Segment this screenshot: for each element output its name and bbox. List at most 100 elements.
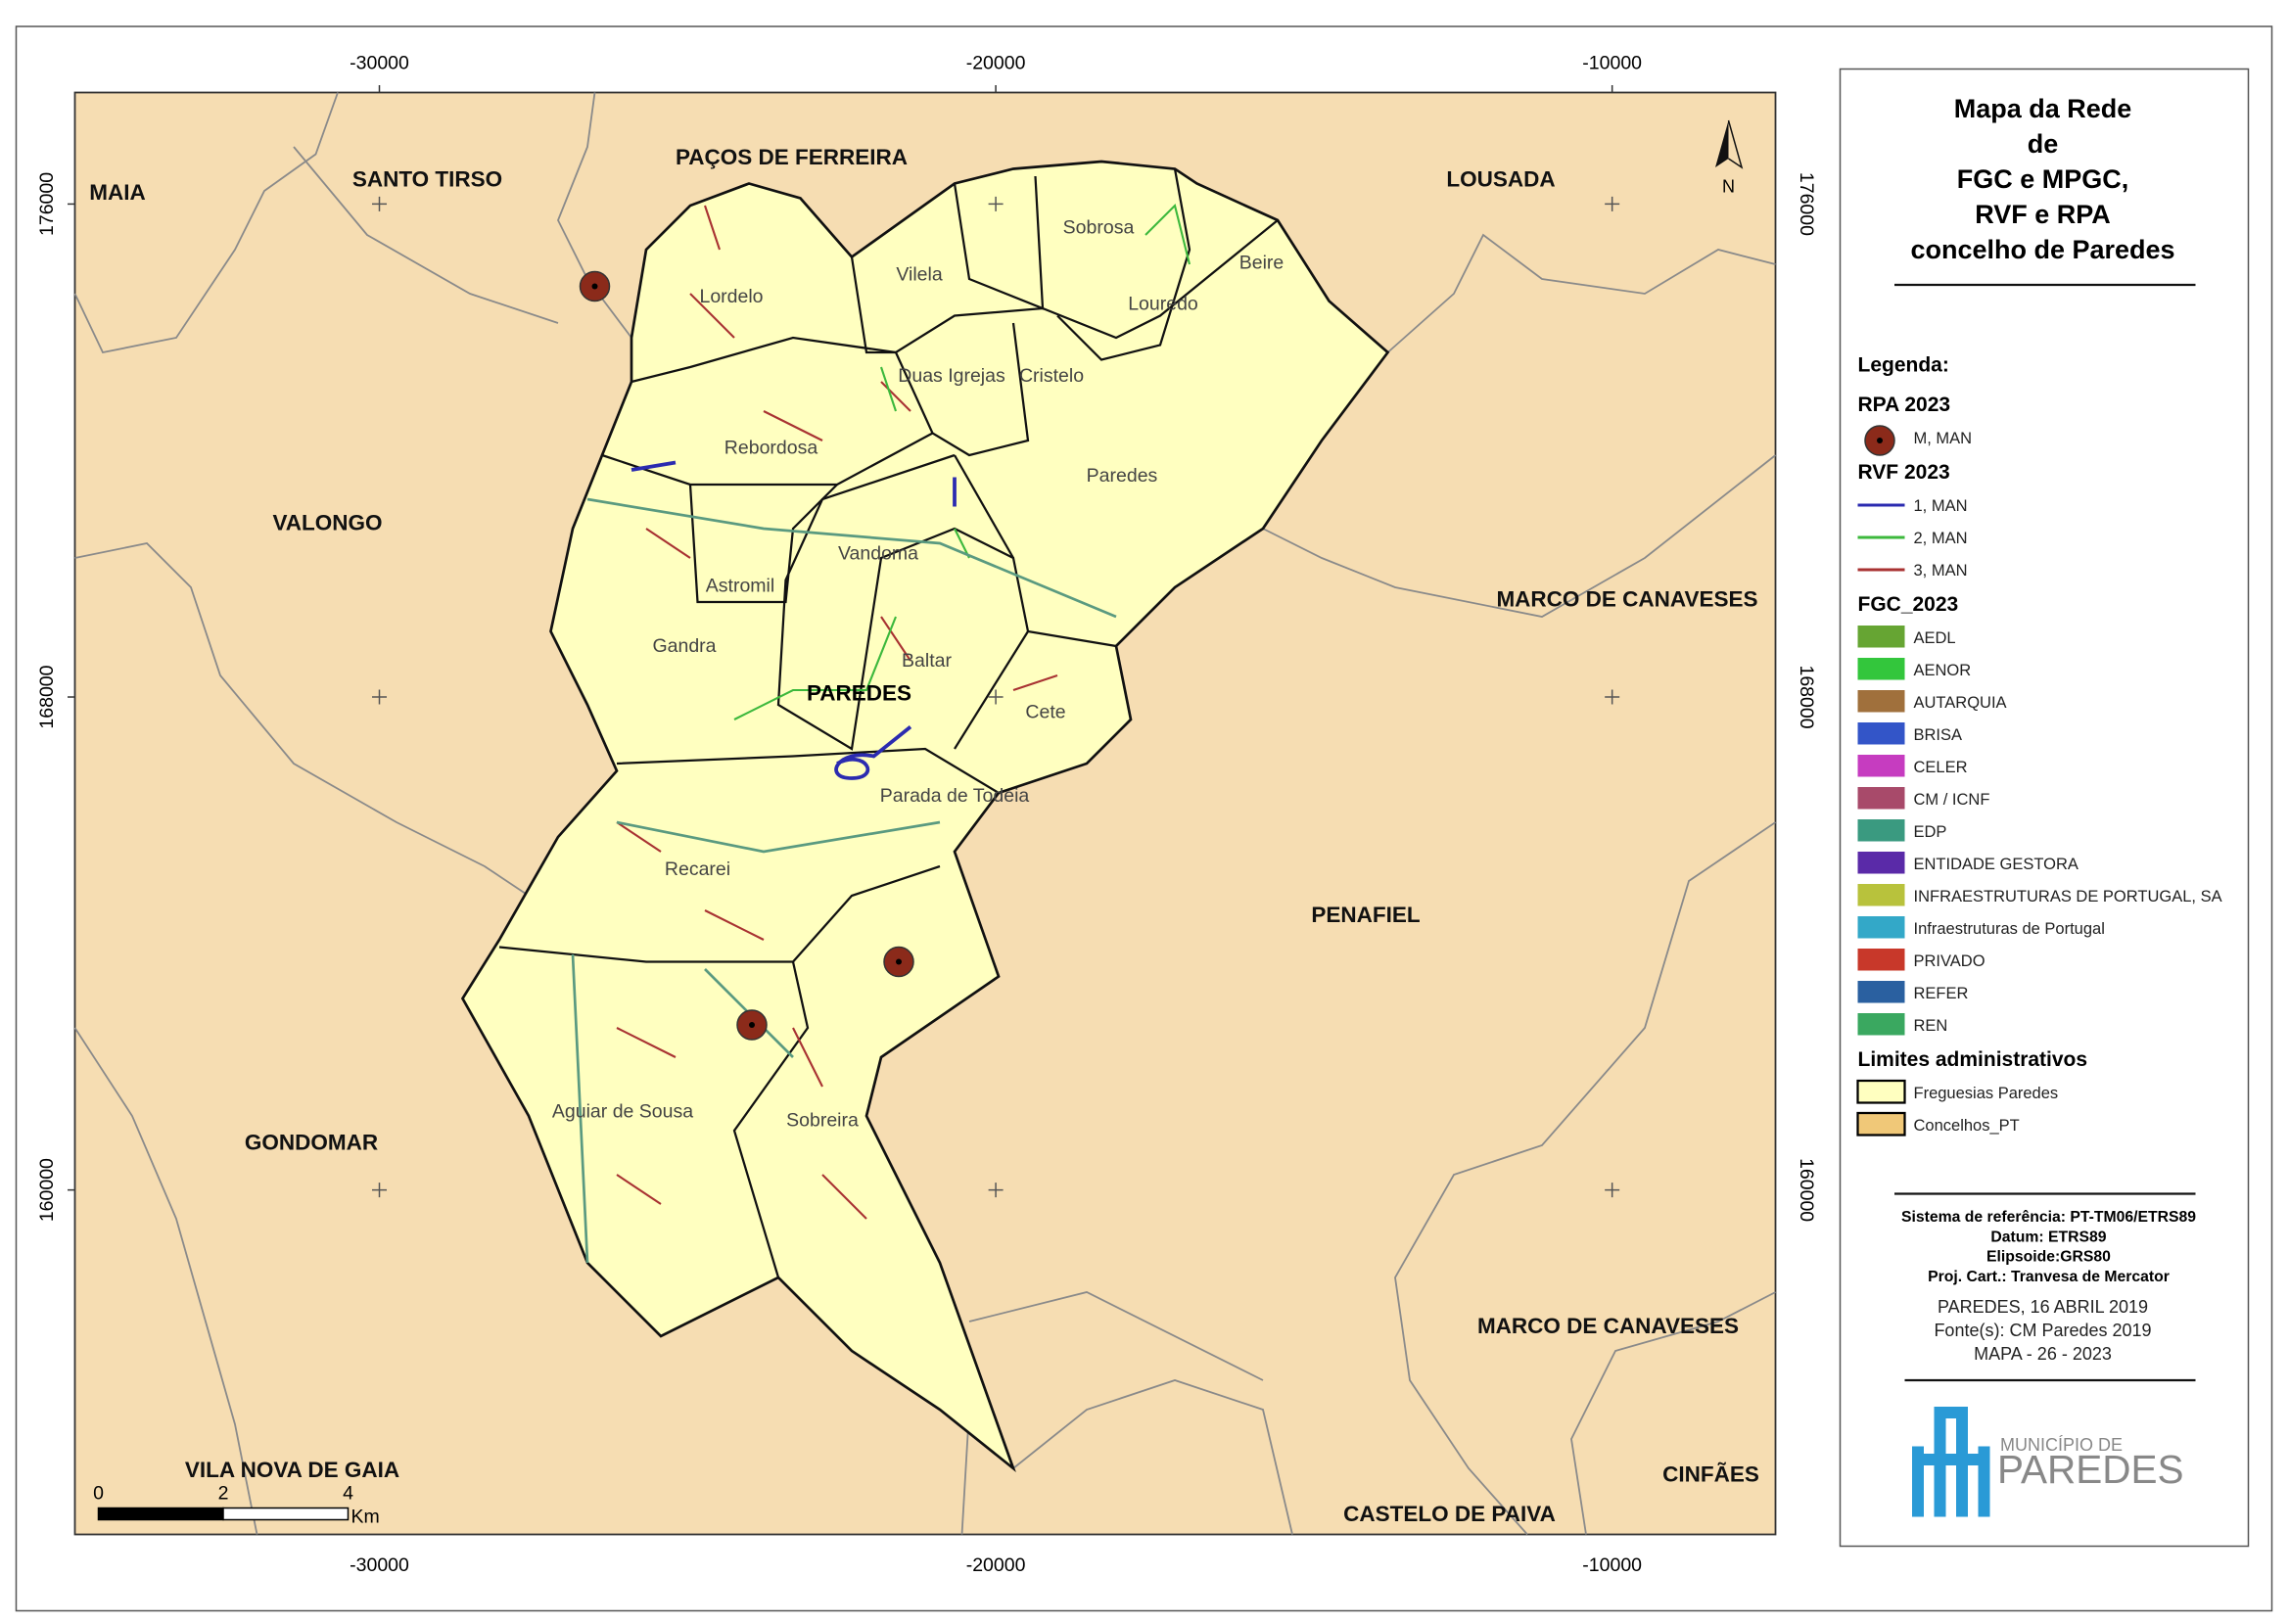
municipality-label: PENAFIEL (1311, 903, 1421, 927)
x-tick-label: -30000 (350, 1554, 409, 1576)
legend-swatch (1857, 755, 1905, 777)
scale-segment (222, 1507, 350, 1521)
municipality-label: CINFÃES (1662, 1462, 1759, 1487)
municipality-label: MAIA (89, 180, 146, 205)
municipality-label: SANTO TIRSO (352, 167, 502, 192)
logo-top: MUNICÍPIO DE (2000, 1435, 2123, 1455)
legend-swatch (1857, 1013, 1905, 1036)
y-tick-label: 160000 (1796, 1158, 1817, 1222)
legend-label: Concelhos_PT (1914, 1117, 2020, 1135)
legend-title: de (2028, 129, 2059, 159)
legend-title: FGC e MPGC, (1957, 164, 2129, 194)
legend-title: RVF e RPA (1975, 200, 2111, 229)
parish-boundaries (498, 168, 1279, 1278)
municipality-label: CASTELO DE PAIVA (1343, 1502, 1556, 1526)
parish-label: Aguiar de Sousa (552, 1101, 693, 1123)
x-tick-label: -10000 (1582, 1554, 1642, 1576)
municipality-label: LOUSADA (1446, 167, 1555, 192)
parish-label: Lordelo (699, 286, 763, 307)
paredes-outline (460, 160, 1390, 1473)
parish-label: Louredo (1128, 294, 1198, 315)
parish-label: Gandra (652, 635, 716, 657)
parish-label: Sobrosa (1063, 217, 1135, 239)
legend-section-title: RVF 2023 (1858, 461, 1950, 484)
municipality-label: GONDOMAR (245, 1131, 378, 1155)
legend-swatch (1857, 690, 1905, 713)
legend-label: CELER (1914, 759, 1968, 776)
legend-swatch (1857, 658, 1905, 680)
legend-label: ENTIDADE GESTORA (1914, 856, 2079, 873)
legend-swatch (1857, 916, 1905, 939)
parish-label: Duas Igrejas (898, 365, 1005, 387)
legend-title: Mapa da Rede (1954, 94, 2132, 123)
municipality-label: MARCO DE CANAVESES (1496, 587, 1757, 612)
legend-title: concelho de Paredes (1910, 235, 2174, 264)
legend-label: PRIVADO (1914, 952, 1985, 970)
grid-cross (372, 1183, 388, 1198)
legend-label: INFRAESTRUTURAS DE PORTUGAL, SA (1914, 888, 2222, 905)
scale-segment (97, 1507, 224, 1521)
legend-label: Freguesias Paredes (1914, 1085, 2059, 1102)
legend-point-dot (1877, 438, 1883, 443)
legend-label: M, MAN (1914, 430, 1973, 447)
grid-cross (1605, 196, 1620, 211)
rpa-points (579, 270, 914, 1041)
legend-label: 1, MAN (1914, 497, 1968, 515)
grid-cross (372, 196, 388, 211)
municipality-label: VALONGO (272, 511, 382, 535)
municipality-label: PAÇOS DE FERREIRA (676, 145, 908, 169)
legend-section-title: Limites administrativos (1858, 1048, 2088, 1071)
map-layout: N MUNICÍPIO DE PAREDES -30000 -30000 -2000… (15, 25, 2273, 1612)
concelho-boundaries (73, 92, 1777, 1536)
parish-label: Paredes (1087, 465, 1158, 487)
grid-cross (1605, 1183, 1620, 1198)
y-tick-label: 176000 (1796, 172, 1817, 236)
info-line: MAPA - 26 - 2023 (1974, 1344, 2112, 1364)
municipality-label: MARCO DE CANAVESES (1477, 1314, 1739, 1338)
legend-panel (1839, 68, 2250, 1548)
y-tick-label: 176000 (36, 172, 58, 236)
x-tick-label: -20000 (966, 1554, 1026, 1576)
grid-cross (372, 689, 388, 705)
info-line: Fonte(s): CM Paredes 2019 (1934, 1321, 2151, 1340)
parish-label: Vilela (896, 264, 942, 286)
legend-label: 2, MAN (1914, 530, 1968, 547)
legend-swatch (1857, 981, 1905, 1003)
north-arrow: N (1715, 119, 1744, 197)
info-ref: Proj. Cart.: Tranvesa de Mercator (1928, 1269, 2170, 1285)
legend-label: CM / ICNF (1914, 791, 1990, 809)
y-tick-label: 168000 (36, 665, 58, 728)
grid-cross (988, 1183, 1004, 1198)
logo-bottom: PAREDES (1997, 1447, 2184, 1492)
legend-label: AEDL (1914, 629, 1956, 647)
network-lines (571, 203, 1191, 1264)
parish-label: Vandoma (838, 543, 918, 565)
legend-heading: Legenda: (1858, 354, 1949, 377)
scale-tick-label: 2 (218, 1483, 229, 1505)
parish-label: Beire (1239, 253, 1285, 274)
legend-swatch (1857, 884, 1905, 906)
concelho-label: PAREDES (807, 681, 911, 706)
x-tick-label: -20000 (966, 53, 1026, 74)
municipality-label: VILA NOVA DE GAIA (185, 1458, 399, 1482)
parish-label: Rebordosa (724, 438, 818, 459)
legend-swatch (1857, 787, 1905, 810)
legend-swatch (1856, 1079, 1906, 1104)
legend-swatch (1856, 1111, 1906, 1137)
parish-label: Astromil (706, 576, 774, 597)
legend-swatch (1857, 722, 1905, 745)
scale-tick-label: 4 (343, 1483, 353, 1505)
legend-label: AENOR (1914, 662, 1972, 679)
x-tick-label: -30000 (350, 53, 409, 74)
parish-label: Recarei (665, 858, 730, 880)
legend-label: AUTARQUIA (1914, 694, 2007, 712)
legend-section-title: RPA 2023 (1858, 394, 1951, 416)
logo: MUNICÍPIO DE PAREDES (1912, 1407, 2184, 1517)
legend-swatch (1857, 852, 1905, 874)
grid-cross (988, 196, 1004, 211)
legend-swatch (1857, 949, 1905, 971)
parish-label: Baltar (902, 650, 952, 672)
legend-label: REFER (1914, 985, 1969, 1002)
x-tick-label: -10000 (1582, 53, 1642, 74)
